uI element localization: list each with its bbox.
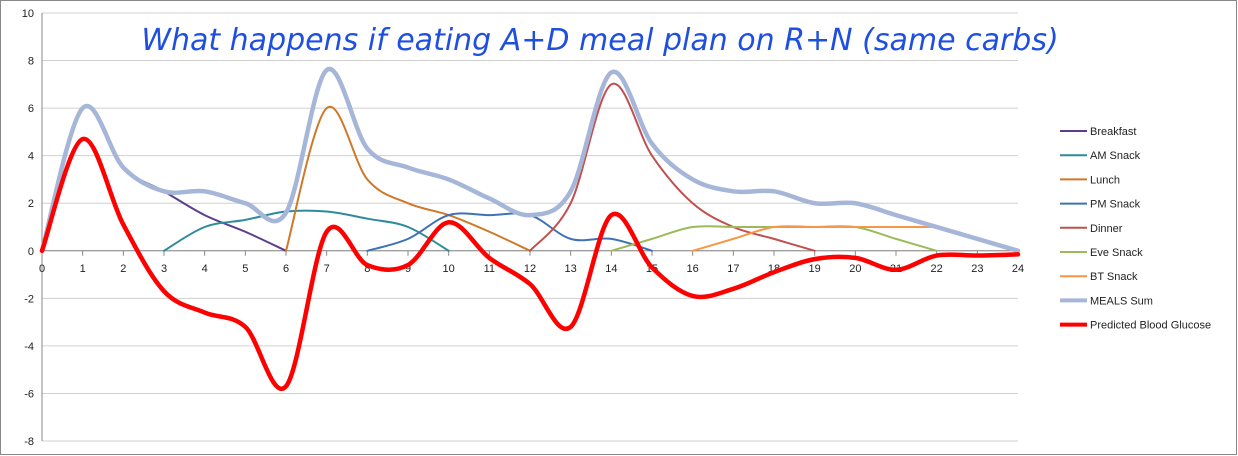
x-tick-label: 7 (324, 263, 330, 275)
legend-label-pm-snack: PM Snack (1090, 199, 1141, 211)
x-tick-label: 6 (283, 263, 289, 275)
y-tick-label: 6 (28, 103, 34, 115)
y-tick-label: 2 (28, 198, 34, 210)
x-tick-label: 16 (687, 263, 699, 275)
y-tick-label: 0 (28, 246, 34, 258)
x-tick-label: 17 (727, 263, 739, 275)
series-line-lunch (285, 105, 531, 252)
legend-label-dinner: Dinner (1090, 223, 1123, 235)
chart-title: What happens if eating A+D meal plan on … (141, 23, 1058, 58)
x-tick-label: 5 (242, 263, 248, 275)
x-tick-label: 4 (202, 263, 208, 275)
x-tick-label: 2 (120, 263, 126, 275)
series-line-predicted-blood-glucose (39, 136, 1021, 392)
y-tick-label: 10 (22, 8, 34, 20)
series-lines (39, 66, 1021, 392)
series-line-meals-sum (39, 66, 1021, 254)
x-tick-label: 10 (443, 263, 455, 275)
legend-label-lunch: Lunch (1090, 174, 1120, 186)
legend-label-eve-snack: Eve Snack (1090, 247, 1143, 259)
x-tick-label: 20 (849, 263, 861, 275)
y-tick-label: -2 (24, 293, 34, 305)
y-tick-label: 8 (28, 56, 34, 68)
y-tick-label: -6 (24, 388, 34, 400)
legend-label-breakfast: Breakfast (1090, 126, 1136, 138)
legend: Breakfast AM Snack Lunch PM Snack Dinner Eve … (1060, 126, 1211, 332)
series-line-am-snack (163, 209, 450, 252)
y-tick-label: -4 (24, 341, 34, 353)
x-tick-label: 22 (931, 263, 943, 275)
y-tick-label: 4 (28, 151, 34, 163)
x-tick-label: 19 (809, 263, 821, 275)
x-tick-label: 13 (565, 263, 577, 275)
x-tick-label: 8 (364, 263, 370, 275)
legend-label-predicted-blood-glucose: Predicted Blood Glucose (1090, 320, 1211, 332)
series-line-bt-snack (691, 225, 938, 252)
y-tick-label: -8 (24, 436, 34, 448)
x-tick-label: 9 (405, 263, 411, 275)
legend-label-am-snack: AM Snack (1090, 150, 1141, 162)
x-tick-label: 23 (971, 263, 983, 275)
x-tick-label: 14 (605, 263, 617, 275)
x-tick-label: 3 (161, 263, 167, 275)
legend-label-bt-snack: BT Snack (1090, 271, 1138, 283)
x-tick-label: 12 (524, 263, 536, 275)
x-tick-label: 11 (484, 263, 495, 275)
x-tick-label: 0 (39, 263, 45, 275)
x-tick-label: 1 (80, 263, 86, 275)
legend-label-meals-sum: MEALS Sum (1090, 295, 1153, 307)
series-line-dinner (529, 82, 816, 252)
series-line-pm-snack (366, 212, 653, 252)
x-tick-label: 24 (1012, 263, 1024, 275)
